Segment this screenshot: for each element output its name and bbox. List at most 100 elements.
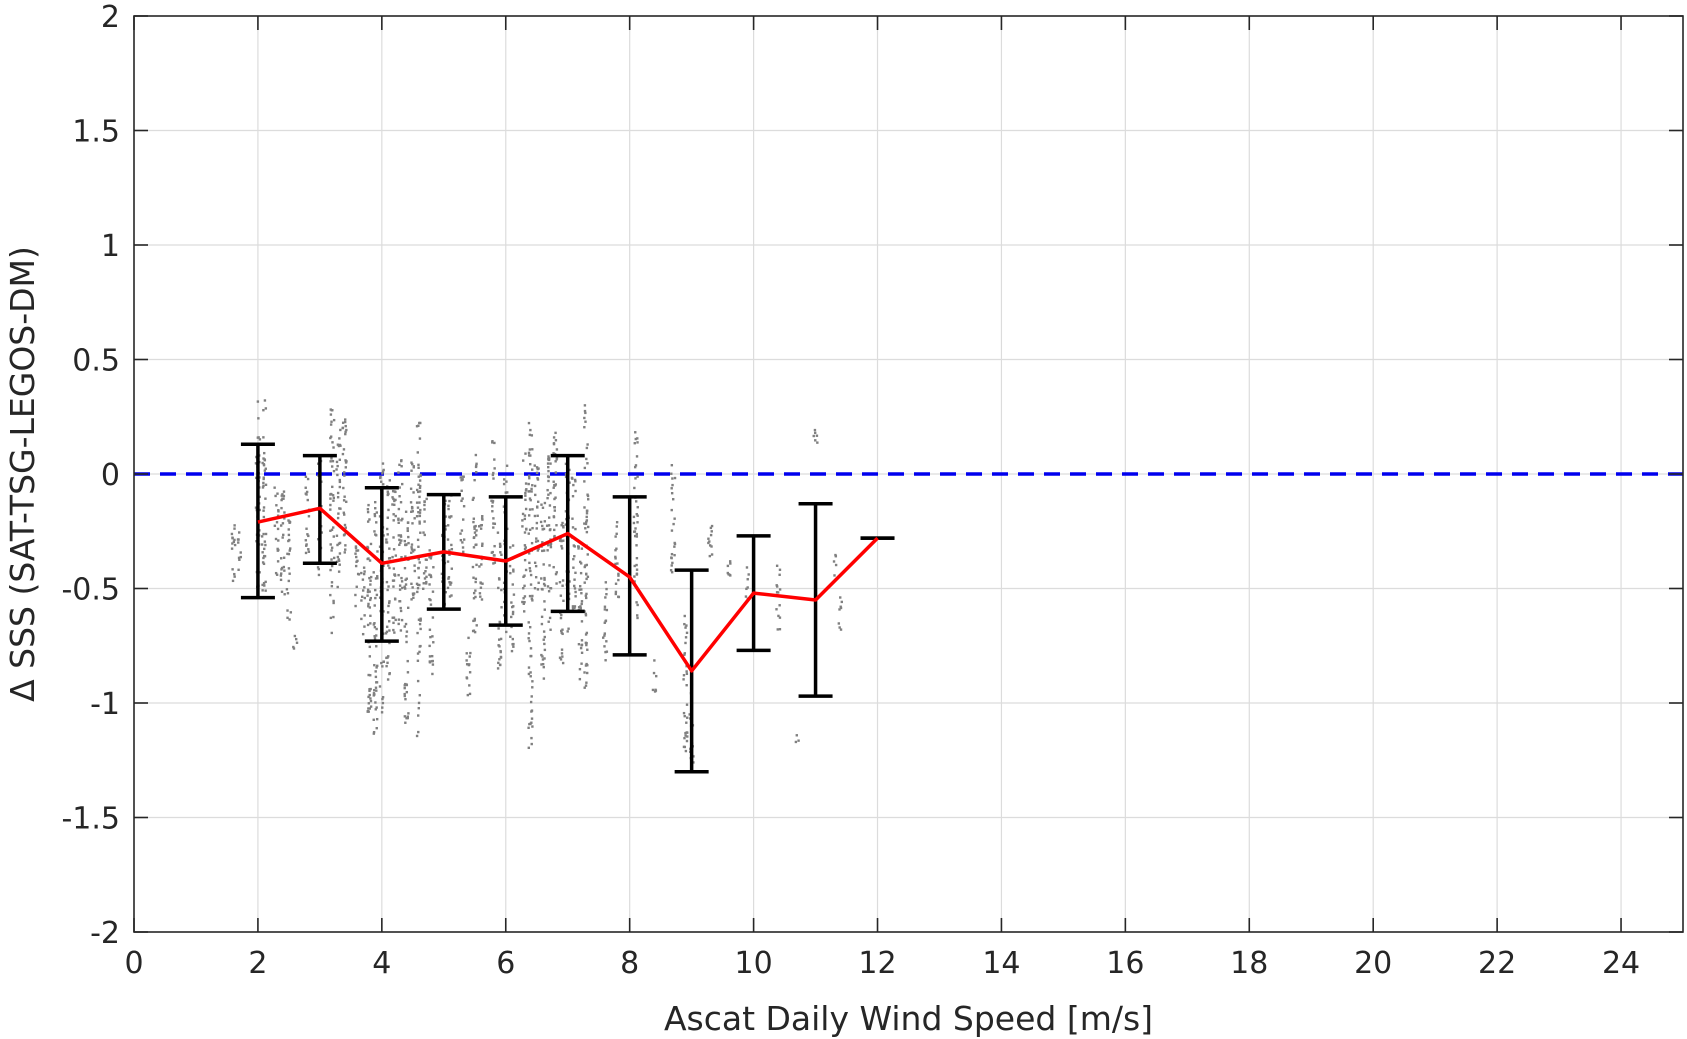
scatter-point (564, 523, 567, 526)
scatter-point (330, 558, 333, 561)
scatter-point (632, 521, 636, 525)
scatter-point (523, 584, 526, 588)
scatter-point (834, 553, 837, 557)
scatter-point (543, 657, 546, 660)
scatter-point (329, 508, 332, 511)
scatter-point (375, 726, 378, 730)
y-tick-label-6: 1 (101, 229, 120, 264)
scatter-point (685, 721, 688, 724)
scatter-point (549, 587, 552, 590)
scatter-cluster-22 (409, 461, 417, 601)
scatter-point (418, 511, 422, 514)
scatter-point (528, 433, 532, 437)
scatter-point (530, 742, 533, 746)
scatter-point (262, 463, 266, 466)
scatter-point (407, 606, 410, 609)
scatter-point (815, 434, 819, 437)
scatter-point (446, 560, 450, 563)
scatter-point (264, 589, 267, 592)
scatter-point (413, 569, 417, 573)
scatter-point (775, 584, 778, 587)
scatter-point (602, 636, 605, 639)
scatter-point (547, 475, 550, 479)
scatter-point (282, 533, 285, 537)
scatter-point (492, 471, 495, 475)
scatter-point (419, 474, 422, 478)
scatter-point (541, 658, 545, 661)
scatter-point (403, 566, 407, 570)
scatter-point (403, 684, 406, 687)
scatter-point (547, 469, 550, 473)
scatter-point (238, 558, 241, 561)
scatter-point (474, 453, 478, 457)
scatter-point (580, 547, 584, 550)
y-tick-label-5: 0.5 (72, 344, 120, 379)
scatter-point (580, 651, 584, 654)
scatter-point (418, 495, 421, 499)
scatter-point (709, 526, 713, 530)
scatter-cluster-42 (558, 521, 565, 665)
scatter-point (584, 612, 588, 616)
scatter-point (708, 540, 711, 543)
scatter-point (521, 525, 524, 528)
scatter-point (413, 517, 416, 520)
scatter-point (670, 571, 674, 574)
scatter-point (382, 534, 385, 537)
scatter-point (531, 725, 534, 728)
scatter-point (425, 566, 428, 569)
scatter-point (368, 518, 371, 521)
scatter-point (332, 556, 336, 560)
scatter-point (344, 461, 348, 464)
scatter-point (558, 580, 562, 584)
scatter-point (615, 532, 618, 536)
scatter-point (479, 586, 483, 589)
scatter-point (375, 666, 378, 669)
scatter-point (405, 543, 408, 546)
scatter-point (399, 606, 402, 610)
scatter-point (344, 420, 347, 424)
scatter-point (535, 466, 539, 469)
scatter-point (522, 597, 525, 600)
scatter-point (263, 451, 266, 455)
scatter-point (368, 559, 372, 562)
scatter-point (462, 538, 466, 541)
scatter-cluster-3 (260, 399, 268, 592)
scatter-point (385, 630, 389, 634)
scatter-point (412, 465, 416, 468)
scatter-point (547, 455, 550, 458)
scatter-point (261, 461, 264, 465)
scatter-point (338, 480, 342, 484)
scatter-point (418, 520, 421, 523)
scatter-point (369, 687, 372, 691)
scatter-point (549, 628, 552, 631)
scatter-point (559, 594, 563, 597)
scatter-point (393, 597, 397, 600)
scatter-point (362, 566, 366, 569)
scatter-point (275, 521, 279, 524)
scatter-point (477, 525, 481, 528)
scatter-point (747, 573, 750, 576)
scatter-point (530, 597, 534, 600)
scatter-point (279, 557, 283, 560)
scatter-point (304, 486, 307, 489)
scatter-point (329, 616, 333, 620)
scatter-point (289, 611, 293, 614)
scatter-point (832, 560, 836, 563)
scatter-point (280, 566, 284, 570)
scatter-point (369, 579, 372, 582)
scatter-point (262, 436, 265, 439)
scatter-cluster-50 (651, 659, 658, 693)
y-tick-label-8: 2 (101, 0, 120, 35)
scatter-point (369, 674, 372, 677)
scatter-point (411, 462, 414, 466)
scatter-point (262, 481, 265, 485)
scatter-point (412, 596, 415, 599)
scatter-point (344, 526, 347, 529)
scatter-point (279, 578, 283, 582)
scatter-point (354, 545, 358, 548)
scatter-point (287, 552, 291, 556)
scatter-point (279, 524, 283, 527)
scatter-point (530, 695, 533, 698)
scatter-point (523, 595, 527, 598)
